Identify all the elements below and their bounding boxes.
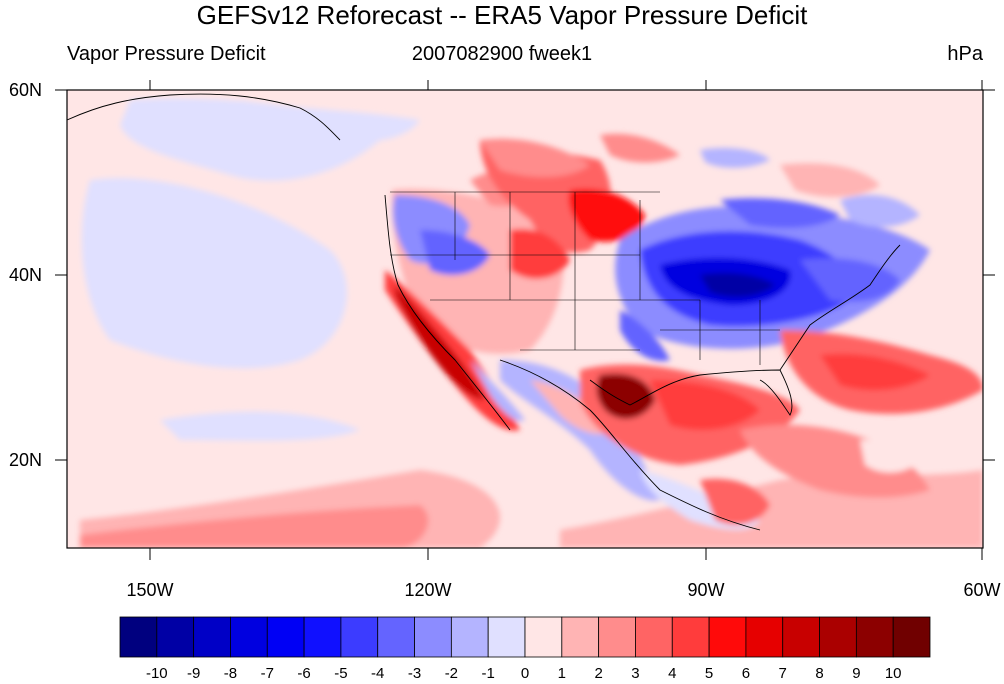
colorbar-tick-label: 4	[668, 665, 677, 682]
colorbar-swatch	[487, 616, 526, 658]
colorbar-swatch	[635, 616, 673, 658]
colorbar-swatch	[524, 616, 563, 658]
colorbar-swatch	[303, 616, 342, 658]
colorbar-swatch	[414, 616, 452, 658]
colorbar-tick-label: 10	[884, 665, 902, 682]
lon-tick-label-150w: 150W	[126, 580, 174, 600]
colorbar-swatch	[598, 616, 636, 658]
colorbar-swatch	[855, 616, 894, 658]
lon-tick-label-60w: 60W	[963, 580, 1001, 600]
colorbar-tick-label: -2	[444, 665, 459, 682]
colorbar-swatch	[671, 616, 710, 658]
colorbar-swatch	[340, 616, 379, 658]
colorbar-swatch	[892, 616, 931, 658]
colorbar-swatch	[377, 616, 415, 658]
colorbar-swatch	[782, 616, 820, 658]
plot-title: GEFSv12 Reforecast -- ERA5 Vapor Pressur…	[196, 0, 808, 30]
colorbar-tick-label: 5	[704, 665, 714, 682]
colorbar-swatch	[450, 616, 489, 658]
colorbar-tick-label: -4	[371, 665, 385, 682]
colorbar-tick-label: -5	[334, 665, 348, 682]
lon-tick-label-90w: 90W	[687, 580, 725, 600]
variable-label: Vapor Pressure Deficit	[67, 43, 266, 65]
colorbar-tick-label: 0	[520, 665, 530, 682]
lat-tick-label-40n: 40N	[8, 265, 42, 285]
colorbar-swatch	[561, 616, 600, 658]
map-frame	[66, 89, 984, 549]
colorbar-swatch	[156, 616, 195, 658]
colorbar-tick-label: 7	[778, 665, 787, 682]
colorbar	[119, 616, 931, 658]
tick-marks	[55, 80, 995, 560]
lat-tick-label-20n: 20N	[8, 450, 42, 470]
colorbar-tick-label: -3	[407, 665, 422, 682]
colorbar-tick-label: 8	[815, 665, 824, 682]
colorbar-tick-label: -9	[186, 665, 201, 682]
colorbar-swatch	[266, 616, 305, 658]
colorbar-tick-label: 3	[631, 665, 640, 682]
state-borders	[390, 191, 780, 365]
colorbar-swatch	[708, 616, 747, 658]
colorbar-swatch	[819, 616, 857, 658]
colorbar-swatch	[230, 616, 268, 658]
colorbar-tick-label: 9	[852, 665, 861, 682]
colorbar-tick-label: -10	[145, 665, 168, 682]
lon-tick-label-120w: 120W	[404, 580, 452, 600]
colorbar-tick-label: -7	[260, 665, 274, 682]
coastlines	[67, 93, 901, 531]
colorbar-swatch	[193, 616, 231, 658]
colorbar-tick-label: 2	[594, 665, 603, 682]
colorbar-tick-label: 1	[557, 665, 566, 682]
date-label: 2007082900 fweek1	[411, 43, 593, 65]
vpd-field	[67, 90, 983, 548]
colorbar-swatch	[745, 616, 784, 658]
units-label: hPa	[947, 43, 983, 65]
colorbar-tick-label: -6	[297, 665, 311, 682]
colorbar-tick-label: -1	[481, 665, 495, 682]
colorbar-swatch	[119, 616, 158, 658]
lat-tick-label-60n: 60N	[8, 80, 42, 100]
colorbar-tick-label: -8	[223, 665, 238, 682]
colorbar-tick-label: 6	[741, 665, 751, 682]
